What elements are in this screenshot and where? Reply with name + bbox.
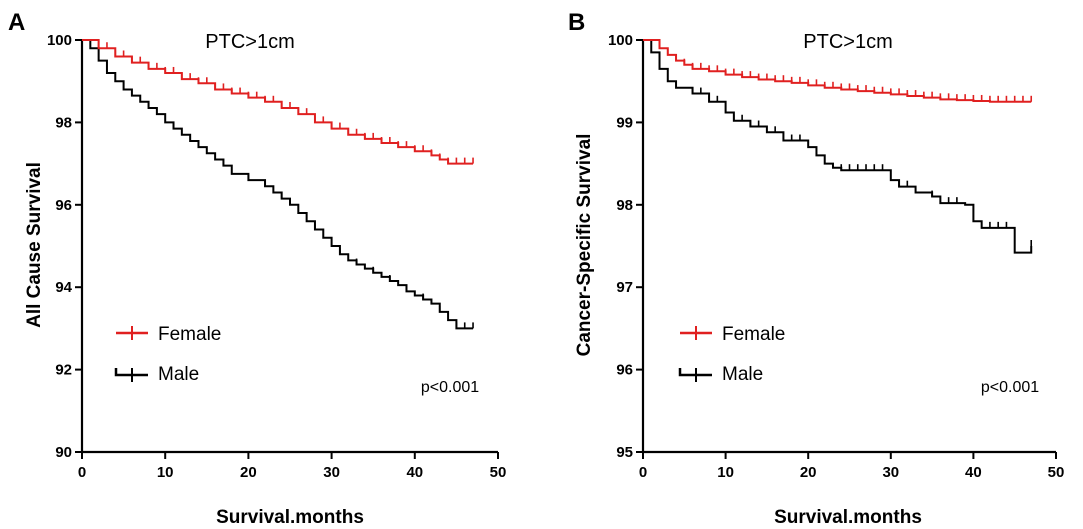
panel-a-y-tick-label: 92 (55, 362, 72, 379)
panel-b-y-tick-label: 96 (616, 362, 633, 379)
panel-b-y-tick-label: 95 (616, 444, 633, 461)
panel-b-series-male-line (643, 39, 1033, 254)
panel-b-y-tick-label: 99 (616, 114, 633, 131)
panel-b-x-tick-label: 10 (717, 464, 734, 481)
panel-b-legend: Female Male (678, 324, 785, 385)
panel-b: B PTC>1cm Cancer-Specific Survival Survi… (568, 9, 1064, 528)
panel-letter-a: A (8, 9, 25, 36)
panel-b-x-tick-label: 30 (882, 464, 899, 481)
panel-b-x-tick-label: 40 (965, 464, 982, 481)
panel-a-y-tick-label: 96 (55, 197, 72, 214)
panel-b-y-tick-label: 97 (616, 279, 633, 296)
panel-a-series-male-line (82, 39, 474, 330)
panel-a-p-value: p<0.001 (421, 379, 479, 396)
panel-b-y-tick-label: 98 (616, 197, 633, 214)
panel-a-y-tick-label: 100 (47, 32, 72, 49)
panel-b-x-axis-label: Survival.months (774, 507, 922, 528)
panel-a-y-axis-label: All Cause Survival (24, 162, 45, 328)
panel-a-y-tick-label: 98 (55, 114, 72, 131)
panel-a-x-axis-label: Survival.months (216, 507, 364, 528)
legend-swatch-male (678, 368, 712, 377)
panel-a: A PTC>1cm All Cause Survival Survival.mo… (8, 9, 506, 528)
panel-b-y-axis-label: Cancer-Specific Survival (574, 134, 595, 357)
legend-swatch-male (114, 368, 148, 377)
panel-a-x-tick-label: 30 (323, 464, 340, 481)
panel-a-title: PTC>1cm (205, 31, 294, 53)
panel-b-title: PTC>1cm (803, 31, 892, 53)
panel-a-y-tick-label: 94 (55, 279, 72, 296)
panel-b-x-tick-label: 20 (800, 464, 817, 481)
panel-b-y-tick-label: 100 (608, 32, 633, 49)
legend-label-female: Female (158, 324, 221, 345)
panel-a-y-tick-label: 90 (55, 444, 72, 461)
legend-label-male: Male (158, 364, 199, 385)
panel-a-x-tick-label: 50 (490, 464, 507, 481)
panel-letter-b: B (568, 9, 585, 36)
panel-a-x-tick-label: 40 (406, 464, 423, 481)
panel-a-x-tick-label: 0 (78, 464, 86, 481)
legend-label-female: Female (722, 324, 785, 345)
panel-a-x-tick-label: 20 (240, 464, 257, 481)
panel-a-legend: Female Male (114, 324, 221, 385)
panel-b-x-tick-label: 0 (639, 464, 647, 481)
panel-b-x-tick-label: 50 (1048, 464, 1065, 481)
panel-b-p-value: p<0.001 (981, 379, 1039, 396)
legend-label-male: Male (722, 364, 763, 385)
panel-a-x-tick-label: 10 (157, 464, 174, 481)
